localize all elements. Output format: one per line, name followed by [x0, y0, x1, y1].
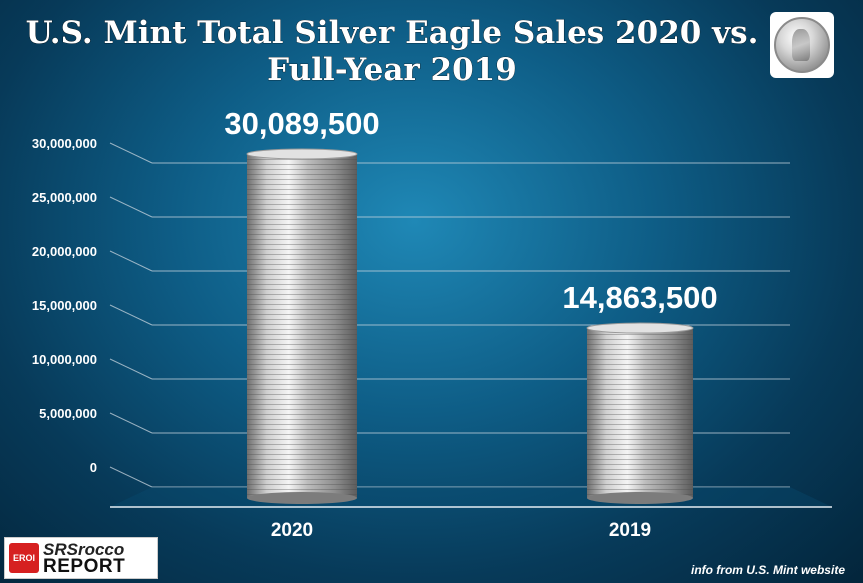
bars — [246, 148, 694, 504]
y-tick-label: 20,000,000 — [32, 244, 97, 259]
data-label-2019: 14,863,500 — [562, 280, 717, 315]
y-tick-label: 30,000,000 — [32, 136, 97, 151]
y-tick-label: 25,000,000 — [32, 190, 97, 205]
coin-disc — [774, 17, 830, 73]
chart-title-line-1: U.S. Mint Total Silver Eagle Sales 2020 … — [26, 15, 759, 51]
data-label-2020: 30,089,500 — [224, 106, 379, 141]
coin-figure — [792, 29, 810, 61]
chart-title-line-2: Full-Year 2019 — [267, 52, 517, 88]
x-tick-label-2019: 2019 — [609, 520, 651, 541]
y-tick-label: 5,000,000 — [39, 406, 97, 421]
logo-line-1: SRSrocco — [43, 540, 125, 559]
srsrocco-logo: EROI SRSrocco REPORT — [4, 537, 158, 579]
bar-2020 — [246, 148, 358, 504]
x-axis-labels: 2020 2019 — [271, 520, 651, 541]
logo-line-2: REPORT — [43, 556, 126, 577]
source-note: info from U.S. Mint website — [691, 563, 845, 577]
eroi-badge: EROI — [9, 543, 39, 573]
y-tick-label: 10,000,000 — [32, 352, 97, 367]
bar-2019 — [586, 322, 694, 504]
data-labels: 30,089,500 14,863,500 — [224, 106, 717, 315]
y-axis-labels: 0 5,000,000 10,000,000 15,000,000 20,000,000… — [32, 136, 97, 475]
grid-line-side — [109, 250, 153, 272]
x-tick-label-2020: 2020 — [271, 520, 313, 541]
grid-line-side — [109, 358, 153, 380]
grid-lines — [109, 142, 832, 508]
grid-line-side — [109, 196, 153, 218]
y-tick-label: 15,000,000 — [32, 298, 97, 313]
grid-line-side — [109, 142, 153, 164]
grid-line-side — [109, 304, 153, 326]
grid-line-side — [109, 466, 153, 488]
silver-eagle-coin-icon — [770, 12, 834, 78]
logo-text: SRSrocco REPORT — [43, 540, 126, 577]
chart-floor — [110, 487, 832, 507]
y-tick-label: 0 — [90, 460, 97, 475]
grid-line-side — [109, 412, 153, 434]
